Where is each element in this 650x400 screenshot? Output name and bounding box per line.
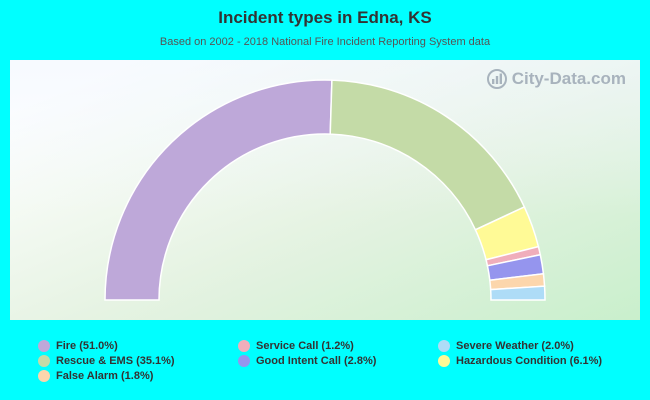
legend-swatch [38,340,50,352]
chart-panel: City-Data.com [10,60,640,320]
legend-item-false-alarm: False Alarm (1.8%) [38,369,238,383]
legend-label: Good Intent Call (2.8%) [256,355,377,367]
legend-swatch [438,340,450,352]
chart-title: Incident types in Edna, KS [218,8,432,27]
legend-item-good-intent-call: Good Intent Call (2.8%) [238,354,438,368]
donut-chart [104,79,546,301]
legend-swatch [238,355,250,367]
slice-severe-weather [489,285,546,301]
legend-item-rescue-ems: Rescue & EMS (35.1%) [38,354,238,368]
legend-label: False Alarm (1.8%) [56,370,154,382]
legend-label: Fire (51.0%) [56,340,118,352]
legend-swatch [438,355,450,367]
chart-subtitle: Based on 2002 - 2018 National Fire Incid… [159,36,491,48]
slice-rescue-ems [329,79,526,231]
legend-item-severe-weather: Severe Weather (2.0%) [438,339,638,353]
legend-label: Hazardous Condition (6.1%) [456,355,603,367]
city-data-logo-icon [486,69,507,89]
legend-label: Service Call (1.2%) [256,340,354,352]
legend-swatch [38,355,50,367]
watermark: City-Data.com [486,69,626,89]
legend-swatch [38,370,50,382]
chart-legend: Fire (51.0%) Service Call (1.2%) Severe We… [38,339,638,383]
slice-fire [104,79,333,301]
legend-item-service-call: Service Call (1.2%) [238,339,438,353]
legend-swatch [238,340,250,352]
legend-label: Rescue & EMS (35.1%) [56,355,175,367]
legend-item-fire: Fire (51.0%) [38,339,238,353]
watermark-text: City-Data.com [511,69,626,88]
legend-label: Severe Weather (2.0%) [456,340,574,352]
legend-item-hazardous-condition: Hazardous Condition (6.1%) [438,354,638,368]
